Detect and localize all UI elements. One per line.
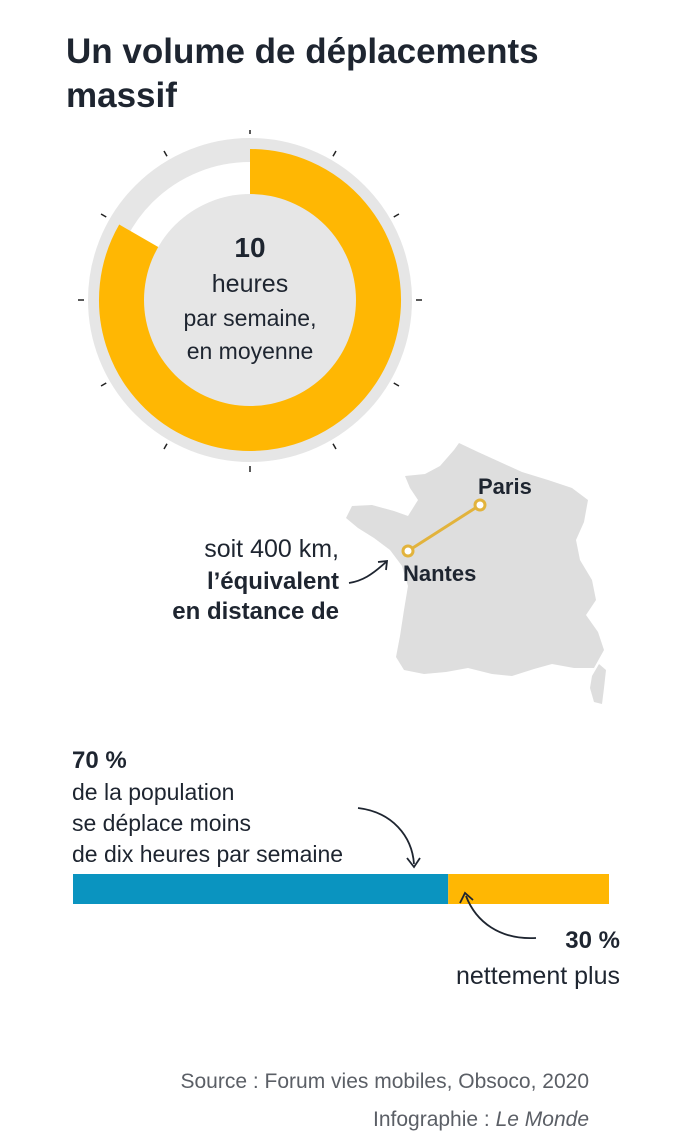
donut-value-arc: [99, 149, 401, 451]
donut-unit-label: heures: [212, 270, 288, 298]
bar-segment-moins-de-dix-heures: [73, 874, 449, 904]
bar-segment-nettement-plus: [448, 874, 609, 904]
france-mainland-shape: [346, 443, 604, 676]
bar-right-desc: nettement plus: [456, 962, 620, 990]
bar-left-percent: 70 %: [72, 747, 127, 774]
distance-line2: l’équivalent: [207, 568, 339, 595]
distance-arrow-icon: [348, 561, 387, 584]
distance-line3: en distance de: [172, 598, 339, 625]
donut-label-line3: en moyenne: [187, 338, 314, 364]
share-bar-chart: [73, 807, 609, 939]
donut-center: [144, 194, 356, 406]
source-line: Source : Forum vies mobiles, Obsoco, 202…: [180, 1070, 589, 1093]
bar-left-arrowhead-icon: [406, 857, 421, 869]
bar-left-arrow-icon: [357, 807, 415, 865]
donut-tick: [393, 382, 400, 387]
bar-right-arrow-icon: [465, 895, 537, 939]
donut-chart: 10 heures par semaine, en moyenne: [78, 130, 422, 472]
donut-tick: [100, 213, 107, 218]
corsica-shape: [590, 664, 606, 704]
bar-right-percent: 30 %: [565, 927, 620, 954]
bar-left-desc-line3: de dix heures par semaine: [72, 841, 344, 867]
donut-label-line2: par semaine,: [184, 305, 317, 331]
distance-arrowhead-icon: [377, 559, 389, 571]
credit-publisher: Le Monde: [495, 1108, 589, 1131]
credit-line: Infographie : Le Monde: [373, 1106, 589, 1134]
distance-line1: soit 400 km,: [204, 535, 339, 563]
nantes-label: Nantes: [403, 561, 476, 586]
donut-value-label: 10: [234, 232, 265, 263]
france-map: Paris Nantes soit 400 km, l’équivalent e…: [172, 443, 606, 704]
donut-tick: [163, 150, 168, 157]
donut-tick: [332, 150, 337, 157]
paris-nantes-route: [407, 503, 481, 553]
nantes-marker: [401, 544, 415, 558]
donut-tick: [393, 213, 400, 218]
paris-label: Paris: [478, 474, 532, 499]
credit-prefix: Infographie :: [373, 1108, 496, 1131]
donut-tick: [332, 443, 337, 450]
page-title: Un volume de déplacements massif: [66, 32, 539, 115]
bar-left-desc-line2: se déplace moins: [72, 810, 251, 836]
paris-marker: [473, 498, 487, 512]
bar-left-desc-line1: de la population: [72, 779, 235, 805]
donut-tick: [163, 443, 168, 450]
donut-tick: [100, 382, 107, 387]
bar-right-arrowhead-icon: [459, 891, 474, 904]
